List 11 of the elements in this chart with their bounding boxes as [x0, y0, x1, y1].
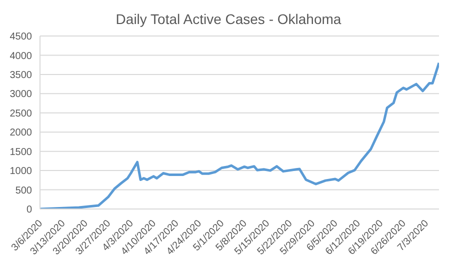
y-tick-label: 3500 [10, 70, 32, 81]
y-tick-label: 500 [15, 185, 32, 196]
y-tick-label: 4000 [10, 50, 32, 62]
y-tick-label: 1500 [10, 146, 32, 158]
y-tick-label: 4500 [10, 32, 32, 43]
y-tick-label: 0 [26, 204, 32, 216]
y-tick-label: 2500 [10, 108, 32, 120]
y-tick-label: 2000 [10, 128, 32, 139]
y-tick-label: 3000 [10, 89, 32, 100]
chart-title: Daily Total Active Cases - Oklahoma [114, 10, 342, 29]
y-tick-label: 1000 [10, 166, 32, 178]
